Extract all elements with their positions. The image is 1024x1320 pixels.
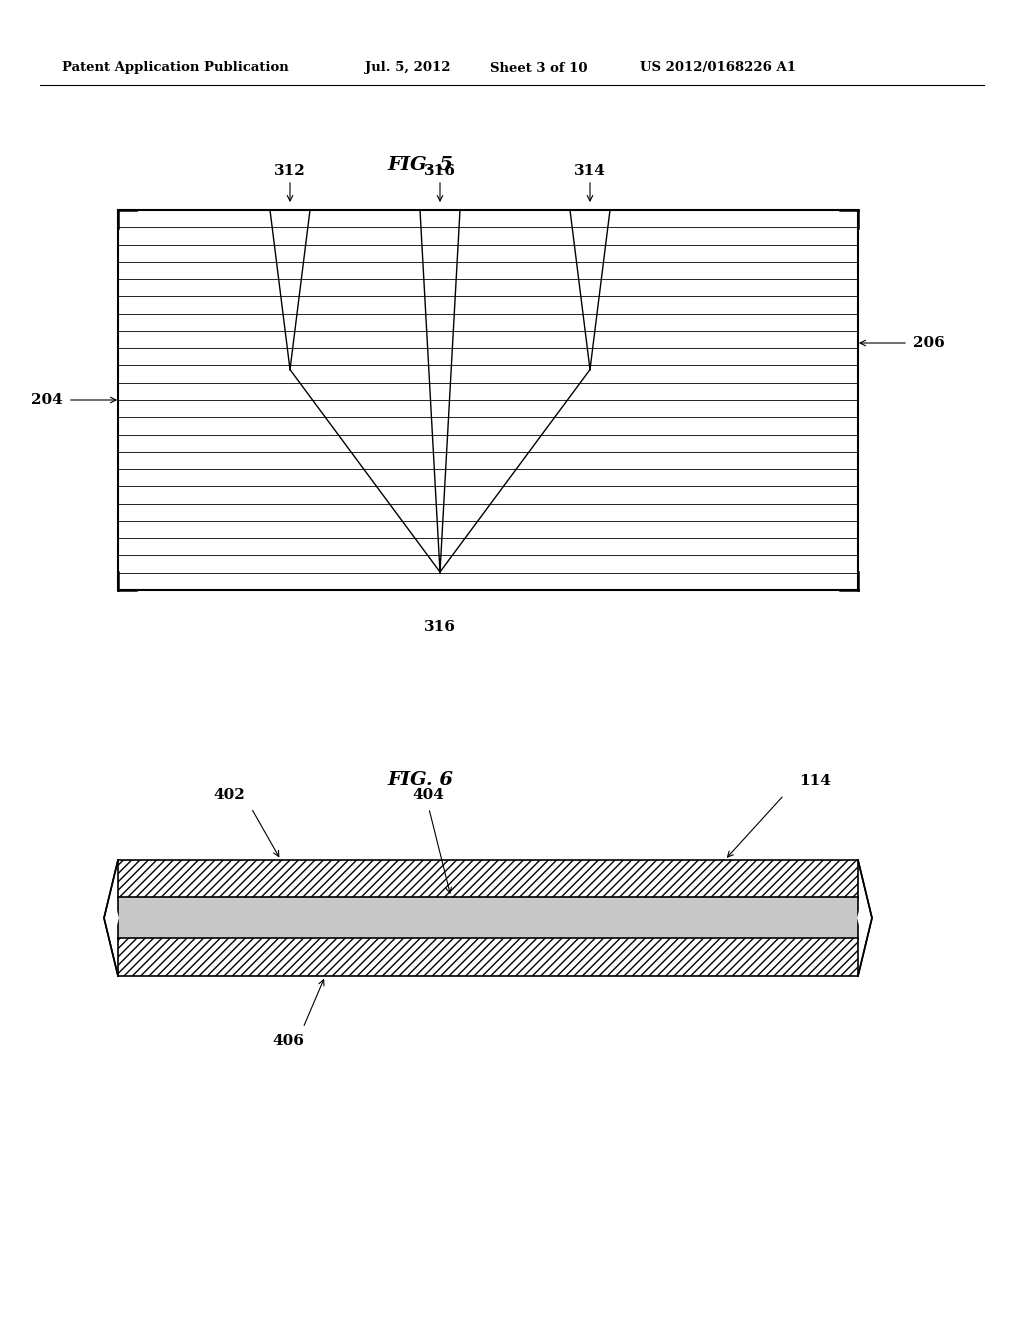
Bar xyxy=(118,898,858,939)
Text: Jul. 5, 2012: Jul. 5, 2012 xyxy=(365,62,451,74)
Text: Patent Application Publication: Patent Application Publication xyxy=(62,62,289,74)
Text: 404: 404 xyxy=(413,788,444,803)
Text: 316: 316 xyxy=(424,620,456,634)
Text: 316: 316 xyxy=(424,164,456,178)
Bar xyxy=(118,210,858,590)
Text: 114: 114 xyxy=(799,774,830,788)
Text: 312: 312 xyxy=(274,164,306,178)
Text: 314: 314 xyxy=(574,164,606,178)
Text: Sheet 3 of 10: Sheet 3 of 10 xyxy=(490,62,588,74)
Text: FIG. 6: FIG. 6 xyxy=(387,771,453,789)
Text: 406: 406 xyxy=(272,1034,304,1048)
Bar xyxy=(118,939,858,975)
Text: 402: 402 xyxy=(213,788,245,803)
Text: 204: 204 xyxy=(32,393,63,407)
Text: 206: 206 xyxy=(913,337,945,350)
Bar xyxy=(118,861,858,898)
Polygon shape xyxy=(103,859,119,977)
Text: FIG. 5: FIG. 5 xyxy=(387,156,453,174)
Text: US 2012/0168226 A1: US 2012/0168226 A1 xyxy=(640,62,796,74)
Polygon shape xyxy=(857,859,873,977)
